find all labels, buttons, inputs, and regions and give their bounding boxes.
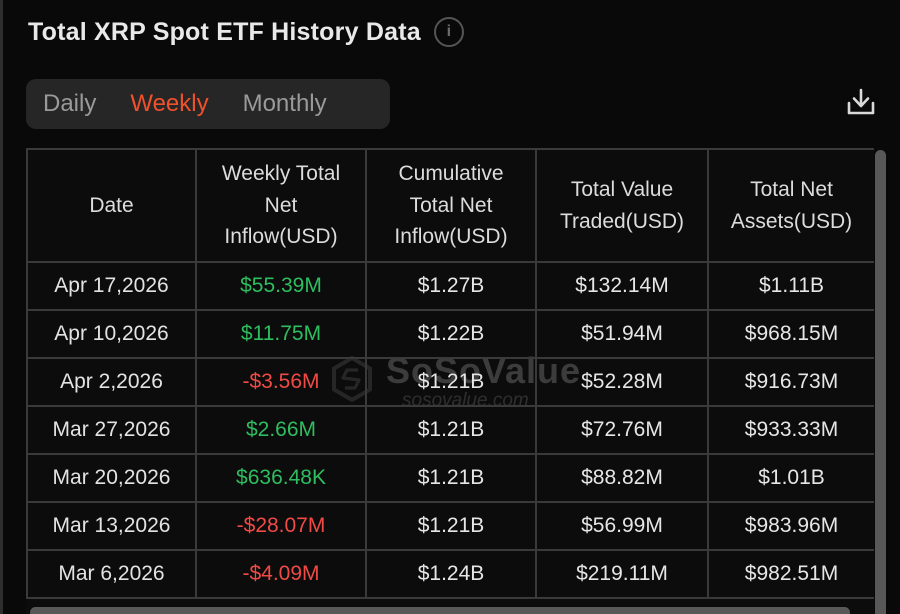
cell-date: Mar 20,2026 — [26, 453, 197, 503]
vertical-scrollbar[interactable] — [875, 150, 886, 614]
history-table-container: SoSoValue sosovalue.com Date Weekly Tota… — [26, 148, 874, 614]
cell-net-assets: $982.51M — [707, 549, 874, 599]
cell-cumulative-net-inflow: $1.22B — [365, 309, 537, 359]
period-tabs: Daily Weekly Monthly — [26, 79, 390, 129]
cell-weekly-net-inflow: $636.48K — [195, 453, 367, 503]
cell-value-traded: $51.94M — [535, 309, 709, 359]
left-edge-divider — [0, 0, 3, 614]
cell-cumulative-net-inflow: $1.21B — [365, 453, 537, 503]
tab-weekly[interactable]: Weekly — [130, 90, 209, 117]
cell-cumulative-net-inflow: $1.24B — [365, 549, 537, 599]
cell-net-assets: $1.01B — [707, 453, 874, 503]
cell-net-assets: $933.33M — [707, 405, 874, 455]
cell-cumulative-net-inflow: $1.21B — [365, 357, 537, 407]
download-button[interactable] — [841, 83, 881, 123]
table-row: Mar 27,2026 $2.66M $1.21B $72.76M $933.3… — [26, 405, 874, 455]
col-header-net-assets: Total Net Assets(USD) — [707, 148, 874, 263]
history-table: Date Weekly Total Net Inflow(USD) Cumula… — [26, 148, 874, 599]
cell-value-traded: $132.14M — [535, 261, 709, 311]
cell-weekly-net-inflow: $11.75M — [195, 309, 367, 359]
table-row: Apr 17,2026 $55.39M $1.27B $132.14M $1.1… — [26, 261, 874, 311]
header: Total XRP Spot ETF History Data i — [28, 17, 464, 47]
cell-weekly-net-inflow: $55.39M — [195, 261, 367, 311]
cell-net-assets: $916.73M — [707, 357, 874, 407]
col-header-cumulative-net-inflow: Cumulative Total Net Inflow(USD) — [365, 148, 537, 263]
col-header-date: Date — [26, 148, 197, 263]
cell-net-assets: $983.96M — [707, 501, 874, 551]
cell-value-traded: $52.28M — [535, 357, 709, 407]
cell-weekly-net-inflow: $2.66M — [195, 405, 367, 455]
cell-cumulative-net-inflow: $1.21B — [365, 405, 537, 455]
cell-value-traded: $72.76M — [535, 405, 709, 455]
cell-cumulative-net-inflow: $1.27B — [365, 261, 537, 311]
info-icon[interactable]: i — [433, 17, 464, 47]
table-row: Mar 6,2026 -$4.09M $1.24B $219.11M $982.… — [26, 549, 874, 599]
table-row: Mar 20,2026 $636.48K $1.21B $88.82M $1.0… — [26, 453, 874, 503]
cell-weekly-net-inflow: -$4.09M — [195, 549, 367, 599]
tab-monthly[interactable]: Monthly — [242, 90, 327, 117]
cell-date: Mar 6,2026 — [26, 549, 197, 599]
cell-net-assets: $1.11B — [707, 261, 874, 311]
cell-date: Apr 17,2026 — [26, 261, 197, 311]
download-icon — [841, 88, 881, 126]
cell-date: Mar 27,2026 — [26, 405, 197, 455]
cell-weekly-net-inflow: -$3.56M — [195, 357, 367, 407]
cell-value-traded: $56.99M — [535, 501, 709, 551]
tab-daily[interactable]: Daily — [43, 90, 97, 117]
table-row: Apr 2,2026 -$3.56M $1.21B $52.28M $916.7… — [26, 357, 874, 407]
horizontal-scrollbar[interactable] — [30, 607, 850, 614]
cell-weekly-net-inflow: -$28.07M — [195, 501, 367, 551]
cell-date: Mar 13,2026 — [26, 501, 197, 551]
page-title: Total XRP Spot ETF History Data — [28, 17, 421, 46]
table-header-row: Date Weekly Total Net Inflow(USD) Cumula… — [26, 148, 874, 263]
cell-value-traded: $88.82M — [535, 453, 709, 503]
cell-net-assets: $968.15M — [707, 309, 874, 359]
cell-date: Apr 10,2026 — [26, 309, 197, 359]
cell-date: Apr 2,2026 — [26, 357, 197, 407]
cell-value-traded: $219.11M — [535, 549, 709, 599]
cell-cumulative-net-inflow: $1.21B — [365, 501, 537, 551]
col-header-weekly-net-inflow: Weekly Total Net Inflow(USD) — [195, 148, 367, 263]
table-row: Mar 13,2026 -$28.07M $1.21B $56.99M $983… — [26, 501, 874, 551]
table-row: Apr 10,2026 $11.75M $1.22B $51.94M $968.… — [26, 309, 874, 359]
col-header-value-traded: Total Value Traded(USD) — [535, 148, 709, 263]
